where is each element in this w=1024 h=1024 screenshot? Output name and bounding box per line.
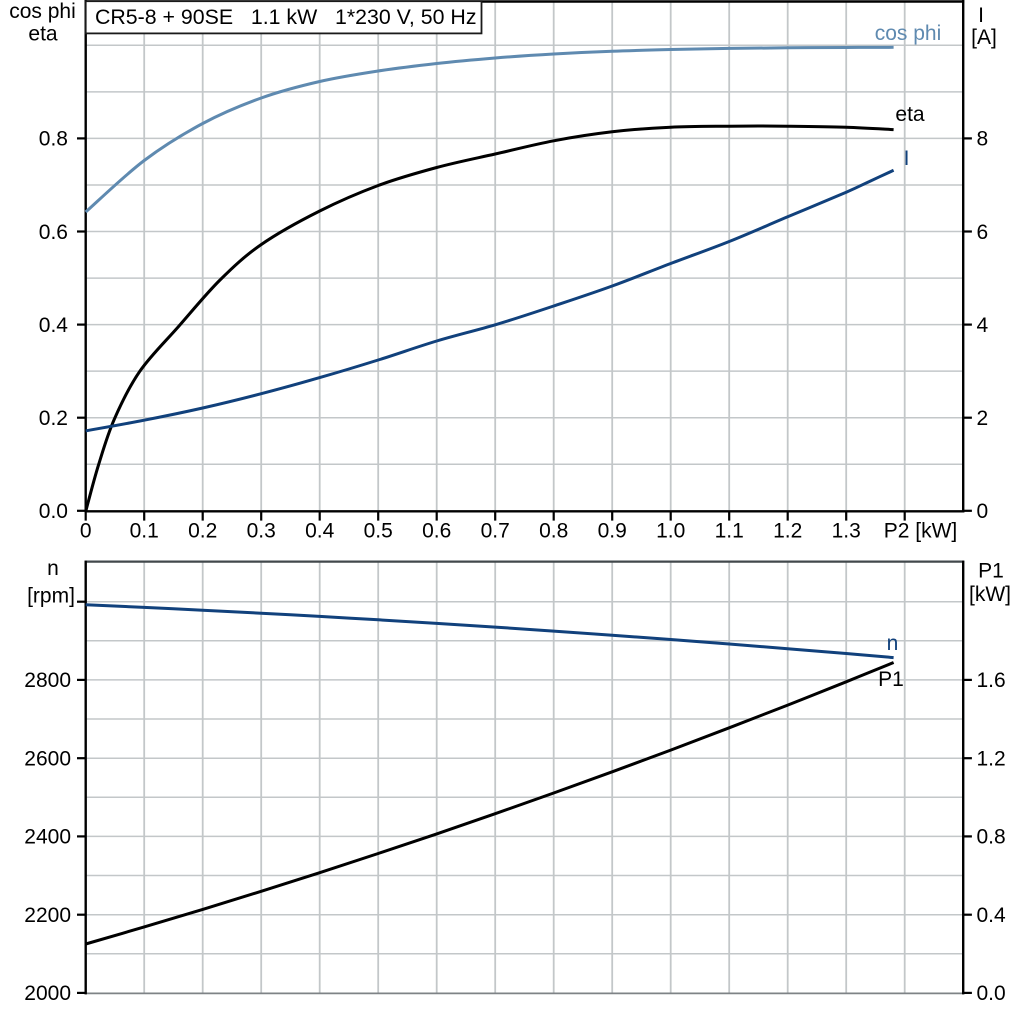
svg-text:[rpm]: [rpm] bbox=[27, 585, 75, 608]
svg-text:0.0: 0.0 bbox=[39, 500, 68, 523]
svg-text:1.0: 1.0 bbox=[656, 520, 685, 543]
svg-text:0.2: 0.2 bbox=[188, 520, 217, 543]
svg-text:1.3: 1.3 bbox=[832, 520, 861, 543]
svg-text:I: I bbox=[904, 147, 910, 170]
svg-text:0.8: 0.8 bbox=[39, 128, 68, 151]
svg-text:P2 [kW]: P2 [kW] bbox=[884, 520, 958, 543]
svg-text:eta: eta bbox=[895, 103, 925, 126]
svg-text:1.2: 1.2 bbox=[773, 520, 802, 543]
svg-text:2000: 2000 bbox=[24, 982, 71, 1005]
svg-text:0.4: 0.4 bbox=[39, 314, 69, 337]
svg-text:0.5: 0.5 bbox=[364, 520, 393, 543]
svg-text:0.4: 0.4 bbox=[977, 904, 1007, 927]
svg-text:4: 4 bbox=[977, 314, 989, 337]
svg-text:n: n bbox=[887, 632, 899, 655]
svg-text:0.8: 0.8 bbox=[539, 520, 568, 543]
svg-text:2400: 2400 bbox=[24, 826, 71, 849]
svg-text:0: 0 bbox=[977, 500, 989, 523]
svg-text:0.8: 0.8 bbox=[977, 826, 1006, 849]
svg-text:P1: P1 bbox=[978, 560, 1004, 583]
svg-text:0.3: 0.3 bbox=[247, 520, 276, 543]
svg-text:0: 0 bbox=[80, 520, 92, 543]
svg-text:cos phi: cos phi bbox=[875, 22, 942, 45]
svg-text:0.4: 0.4 bbox=[305, 520, 335, 543]
svg-text:0.6: 0.6 bbox=[39, 221, 68, 244]
svg-text:1.1: 1.1 bbox=[715, 520, 744, 543]
svg-text:0.1: 0.1 bbox=[130, 520, 159, 543]
svg-text:I: I bbox=[978, 4, 984, 27]
svg-text:1.6: 1.6 bbox=[977, 669, 1006, 692]
svg-text:[A]: [A] bbox=[971, 26, 997, 49]
svg-text:2200: 2200 bbox=[24, 904, 71, 927]
svg-text:0.9: 0.9 bbox=[598, 520, 627, 543]
svg-text:P1: P1 bbox=[878, 668, 904, 691]
svg-text:eta: eta bbox=[28, 23, 58, 46]
svg-text:[kW]: [kW] bbox=[969, 583, 1011, 606]
svg-text:cos phi: cos phi bbox=[9, 0, 76, 23]
svg-text:n: n bbox=[47, 557, 59, 580]
svg-text:2600: 2600 bbox=[24, 748, 71, 771]
svg-text:2: 2 bbox=[977, 407, 989, 430]
svg-text:0.0: 0.0 bbox=[977, 982, 1006, 1005]
svg-text:0.6: 0.6 bbox=[422, 520, 451, 543]
svg-text:0.2: 0.2 bbox=[39, 407, 68, 430]
svg-text:2800: 2800 bbox=[24, 669, 71, 692]
svg-text:6: 6 bbox=[977, 221, 989, 244]
svg-text:CR5-8 + 90SE 1.1 kW 1*230: CR5-8 + 90SE 1.1 kW 1*230 V, 50 Hz bbox=[95, 6, 476, 29]
svg-text:0.7: 0.7 bbox=[481, 520, 510, 543]
svg-text:1.2: 1.2 bbox=[977, 748, 1006, 771]
svg-text:8: 8 bbox=[977, 128, 989, 151]
